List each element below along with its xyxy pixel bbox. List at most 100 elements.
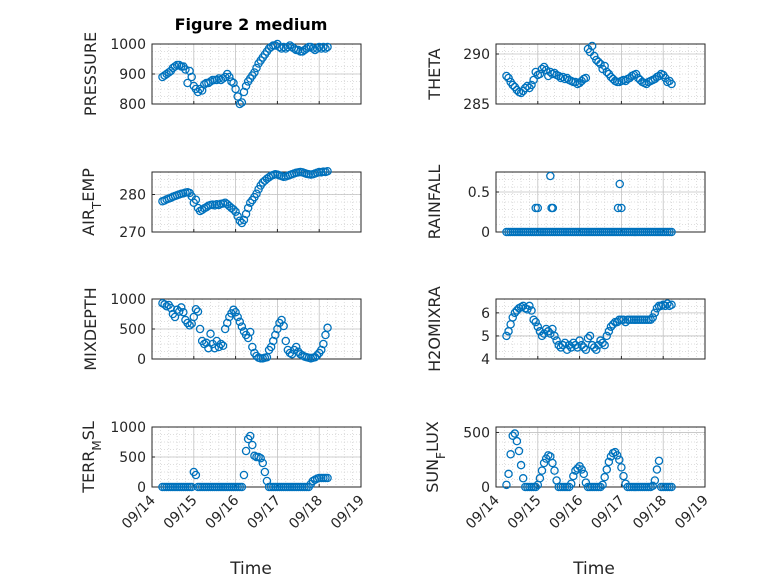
data-point xyxy=(181,65,190,74)
y-axis-label: PRESSURE xyxy=(81,32,100,116)
data-point xyxy=(225,72,234,82)
data-point xyxy=(516,88,526,98)
y-tick-label: 800 xyxy=(119,97,146,113)
y-tick-label: 5 xyxy=(481,329,490,345)
data-point xyxy=(241,81,251,91)
data-point xyxy=(258,458,268,468)
data-point xyxy=(323,473,332,483)
y-axis-label-main: RAINFALL xyxy=(425,165,444,240)
y-tick-label: 0 xyxy=(137,352,146,368)
data-point xyxy=(319,339,328,349)
data-point xyxy=(596,482,605,492)
data-point xyxy=(652,303,662,313)
data-point xyxy=(510,429,520,438)
data-point xyxy=(615,179,624,189)
y-tick-label: 0.5 xyxy=(468,185,490,201)
data-point xyxy=(539,458,549,468)
data-point xyxy=(235,216,245,225)
data-point xyxy=(229,305,238,315)
data-point xyxy=(206,77,215,86)
data-point xyxy=(596,59,605,69)
y-axis-label: MIXDEPTH xyxy=(81,287,100,370)
data-point xyxy=(195,84,205,94)
data-point xyxy=(312,351,322,360)
data-point xyxy=(504,73,513,83)
data-point xyxy=(179,307,188,317)
data-point xyxy=(566,343,576,352)
data-point xyxy=(191,304,201,314)
data-point xyxy=(617,463,626,472)
data-point xyxy=(174,60,184,70)
data-point xyxy=(548,458,557,468)
y-tick-label: 270 xyxy=(119,225,146,241)
data-point xyxy=(235,99,245,109)
y-axis-label-subscript: F xyxy=(434,452,448,459)
data-point xyxy=(291,342,301,352)
y-axis-label-suffix: LUX xyxy=(423,421,442,452)
data-point xyxy=(571,77,580,87)
y-tick-label: 500 xyxy=(119,450,146,466)
data-point xyxy=(571,340,580,350)
data-point xyxy=(206,329,215,339)
data-point xyxy=(564,340,574,350)
data-point xyxy=(514,446,524,456)
data-point xyxy=(233,312,242,322)
data-point xyxy=(550,331,559,341)
data-point xyxy=(550,466,559,475)
subplot-theta: 285 290 THETA xyxy=(425,41,706,113)
data-point xyxy=(502,331,511,341)
data-point xyxy=(619,315,628,325)
data-point xyxy=(516,460,526,470)
data-point xyxy=(302,44,311,53)
data-point xyxy=(537,466,547,475)
y-tick-label: 4 xyxy=(481,352,490,368)
data-point xyxy=(218,341,228,351)
data-point xyxy=(323,323,332,333)
data-point xyxy=(231,307,240,317)
data-point xyxy=(321,44,330,53)
data-point xyxy=(245,431,255,441)
data-point xyxy=(608,320,618,329)
y-tick-label: 0 xyxy=(481,480,490,496)
axes-box xyxy=(151,43,362,105)
y-axis-label: H2OMIXRA xyxy=(425,286,444,372)
data-point xyxy=(579,343,589,352)
data-point xyxy=(617,203,626,213)
data-point xyxy=(535,474,545,483)
data-point xyxy=(185,321,194,330)
data-point xyxy=(600,340,609,350)
data-point xyxy=(594,340,603,350)
data-point xyxy=(308,44,318,53)
data-point xyxy=(502,480,511,490)
y-axis-label-suffix: SL xyxy=(79,421,98,440)
data-point xyxy=(667,227,676,237)
y-axis-label: TERRMSL xyxy=(79,421,104,494)
data-point xyxy=(245,327,255,337)
data-point xyxy=(323,42,332,52)
data-point xyxy=(314,42,324,52)
data-point xyxy=(661,301,670,311)
y-axis-label-main: AIR xyxy=(79,209,98,236)
data-point xyxy=(527,80,536,90)
data-point xyxy=(546,171,555,181)
data-point xyxy=(533,322,543,331)
data-point xyxy=(552,336,561,345)
data-point xyxy=(235,317,245,327)
data-point xyxy=(216,339,226,349)
data-point xyxy=(604,457,614,467)
data-point xyxy=(587,41,597,51)
data-point xyxy=(506,450,515,459)
data-point xyxy=(245,198,255,207)
data-point xyxy=(596,336,605,345)
data-point xyxy=(612,451,622,460)
data-point xyxy=(667,300,676,310)
y-axis-label-main: MIXDEPTH xyxy=(81,287,100,370)
data-point xyxy=(615,455,624,464)
data-point xyxy=(606,322,616,331)
data-point xyxy=(239,470,249,480)
data-point xyxy=(648,313,658,322)
data-point xyxy=(558,340,568,350)
data-point xyxy=(619,471,628,481)
data-point xyxy=(279,42,288,52)
y-tick-label: 6 xyxy=(481,306,490,322)
